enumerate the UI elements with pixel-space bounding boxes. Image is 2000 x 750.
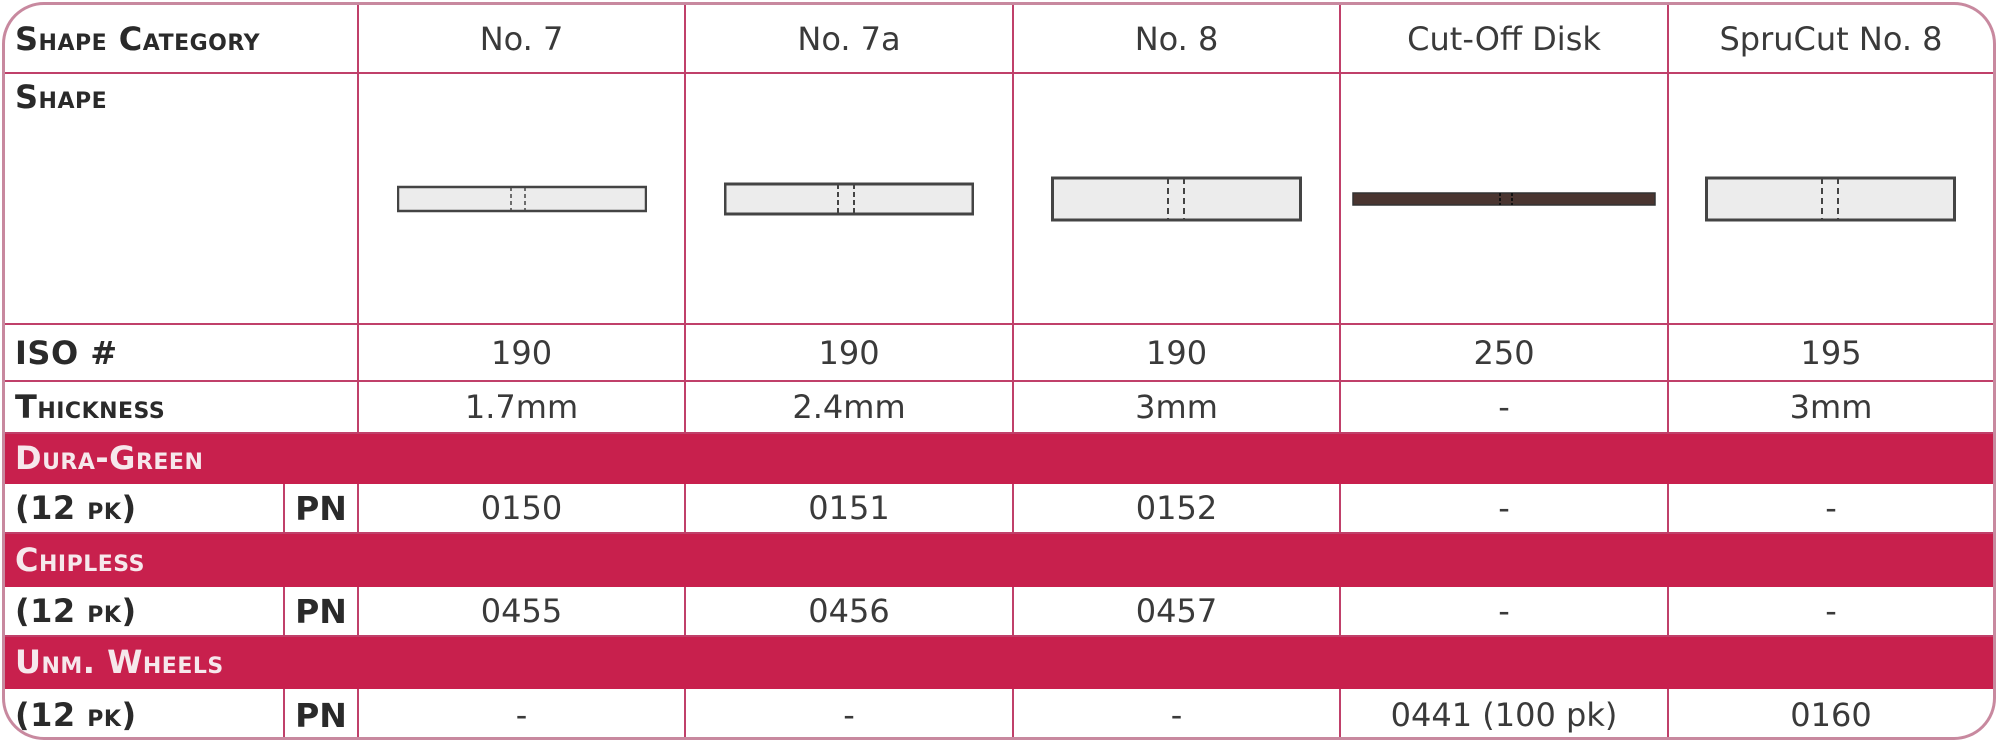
column-header: Cut-Off Disk bbox=[1339, 5, 1670, 74]
part-number: 0456 bbox=[684, 585, 1015, 637]
disk-profile-icon bbox=[1352, 191, 1656, 206]
thickness-value: 3mm bbox=[1667, 380, 1993, 434]
wheel-profile-icon bbox=[396, 185, 647, 212]
header-row: Shape Category No. 7 No. 7a No. 8 Cut-Of… bbox=[5, 5, 1993, 74]
shape-row: Shape bbox=[5, 72, 1993, 325]
shape-cell bbox=[684, 72, 1015, 325]
thickness-value: 2.4mm bbox=[684, 380, 1015, 434]
group-band-chipless: Chipless bbox=[5, 532, 1993, 587]
part-number: - bbox=[684, 687, 1015, 737]
pn-label: PN bbox=[282, 687, 360, 737]
pn-row: (12 pk) PN 0150 0151 0152 - - bbox=[5, 482, 1993, 534]
column-header: No. 8 bbox=[1012, 5, 1342, 74]
iso-value: 190 bbox=[684, 323, 1015, 382]
part-number: - bbox=[357, 687, 687, 737]
part-number: 0455 bbox=[357, 585, 687, 637]
shape-category-label: Shape Category bbox=[5, 5, 360, 74]
wheel-profile-icon bbox=[1050, 176, 1302, 221]
iso-row: ISO # 190 190 190 250 195 bbox=[5, 323, 1993, 382]
part-number: 0441 (100 pk) bbox=[1339, 687, 1670, 737]
iso-value: 190 bbox=[1012, 323, 1342, 382]
shape-cell bbox=[357, 72, 687, 325]
wheel-profile-icon bbox=[724, 182, 975, 215]
thickness-label: Thickness bbox=[5, 380, 360, 434]
part-number: - bbox=[1339, 585, 1670, 637]
part-number: 0151 bbox=[684, 482, 1015, 534]
iso-label: ISO # bbox=[5, 323, 360, 382]
thickness-value: 1.7mm bbox=[357, 380, 687, 434]
wheel-profile-icon bbox=[1705, 176, 1956, 221]
group-name: Chipless bbox=[5, 532, 1993, 587]
pack-label: (12 pk) bbox=[5, 585, 285, 637]
group-name: Unm. Wheels bbox=[5, 635, 1993, 689]
part-number: - bbox=[1667, 482, 1993, 534]
column-header: No. 7a bbox=[684, 5, 1015, 74]
part-number: 0160 bbox=[1667, 687, 1993, 737]
part-number: 0457 bbox=[1012, 585, 1342, 637]
pack-label: (12 pk) bbox=[5, 482, 285, 534]
thickness-value: 3mm bbox=[1012, 380, 1342, 434]
iso-value: 250 bbox=[1339, 323, 1670, 382]
group-name: Dura-Green bbox=[5, 432, 1993, 484]
pn-label: PN bbox=[282, 585, 360, 637]
shape-cell bbox=[1339, 72, 1670, 325]
part-number: 0152 bbox=[1012, 482, 1342, 534]
shape-cell bbox=[1012, 72, 1342, 325]
shape-label: Shape bbox=[5, 72, 360, 325]
part-number: - bbox=[1339, 482, 1670, 534]
iso-value: 190 bbox=[357, 323, 687, 382]
column-header: No. 7 bbox=[357, 5, 687, 74]
thickness-row: Thickness 1.7mm 2.4mm 3mm - 3mm bbox=[5, 380, 1993, 434]
column-header: SpruCut No. 8 bbox=[1667, 5, 1993, 74]
pn-row: (12 pk) PN - - - 0441 (100 pk) 0160 bbox=[5, 687, 1993, 737]
part-number: - bbox=[1012, 687, 1342, 737]
group-band-dura-green: Dura-Green bbox=[5, 432, 1993, 484]
part-number: 0150 bbox=[357, 482, 687, 534]
iso-value: 195 bbox=[1667, 323, 1993, 382]
pn-row: (12 pk) PN 0455 0456 0457 - - bbox=[5, 585, 1993, 637]
thickness-value: - bbox=[1339, 380, 1670, 434]
pack-label: (12 pk) bbox=[5, 687, 285, 737]
pn-label: PN bbox=[282, 482, 360, 534]
shape-cell bbox=[1667, 72, 1993, 325]
part-number: - bbox=[1667, 585, 1993, 637]
group-band-unm-wheels: Unm. Wheels bbox=[5, 635, 1993, 689]
